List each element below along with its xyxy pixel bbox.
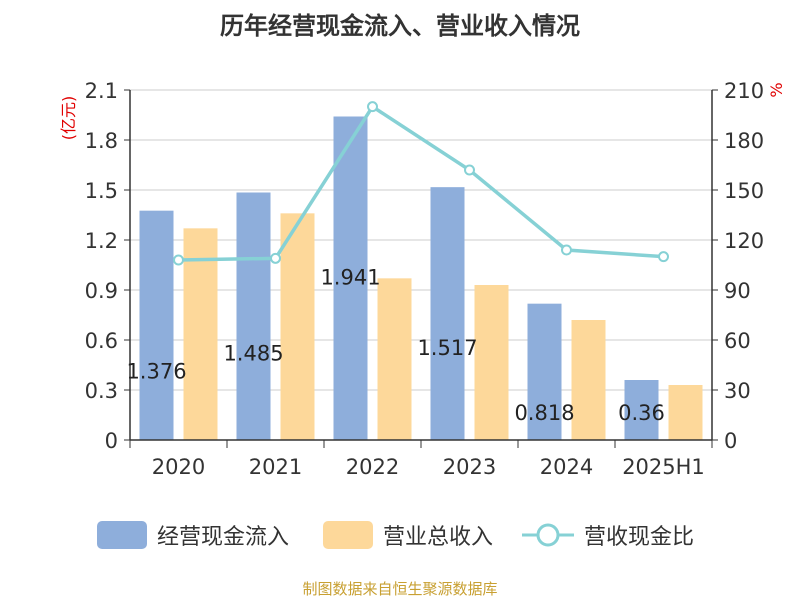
legend-swatch-revenue	[323, 521, 373, 549]
x-tick-label: 2022	[346, 455, 399, 479]
data-label-cash-inflow: 1.376	[126, 360, 186, 384]
bar-cash-inflow	[333, 116, 368, 440]
bar-revenue	[377, 278, 412, 440]
ratio-point	[367, 101, 378, 113]
y-left-tick-label: 1.5	[85, 179, 118, 203]
y-right-tick-label: 60	[724, 329, 751, 353]
legend-swatch-ratio	[522, 523, 574, 547]
legend-item-ratio[interactable]: 营收现金比	[522, 518, 694, 552]
x-tick-label: 2021	[249, 455, 302, 479]
data-label-cash-inflow: 0.36	[618, 401, 665, 425]
y-left-tick-label: 0.9	[85, 279, 118, 303]
y-right-tick-label: 0	[724, 429, 737, 453]
bar-cash-inflow	[527, 303, 562, 440]
x-tick-label: 2024	[540, 455, 593, 479]
bar-cash-inflow	[139, 210, 174, 440]
legend-item-cash-inflow[interactable]: 经营现金流入	[97, 518, 289, 552]
y-left-tick-label: 0.6	[85, 329, 118, 353]
y-left-axis-label: (亿元)	[59, 96, 78, 141]
legend-item-revenue[interactable]: 营业总收入	[323, 518, 493, 552]
y-right-tick-label: 210	[724, 79, 764, 103]
bar-revenue	[668, 385, 703, 440]
legend-label-cash-inflow: 经营现金流入	[157, 525, 290, 550]
data-label-cash-inflow: 1.941	[320, 266, 380, 290]
ratio-point	[464, 164, 475, 176]
data-label-cash-inflow: 1.517	[417, 336, 477, 360]
source-note: 制图数据来自恒生聚源数据库	[302, 580, 498, 598]
y-left-tick-label: 2.1	[85, 79, 118, 103]
bar-revenue	[474, 285, 509, 440]
y-left-tick-label: 0	[105, 429, 118, 453]
ratio-point	[658, 251, 669, 263]
bar-revenue	[571, 320, 606, 440]
bar-revenue	[183, 228, 218, 440]
ratio-point	[561, 244, 572, 256]
bar-cash-inflow	[624, 380, 659, 440]
y-left-tick-label: 1.2	[85, 229, 118, 253]
chart-title: 历年经营现金流入、营业收入情况	[220, 12, 580, 40]
y-right-tick-label: 180	[724, 129, 764, 153]
ratio-point	[270, 252, 281, 264]
y-left-tick-label: 0.3	[85, 379, 118, 403]
y-right-tick-label: 90	[724, 279, 751, 303]
data-label-cash-inflow: 0.818	[514, 401, 574, 425]
x-tick-label: 2020	[152, 455, 205, 479]
ratio-point	[173, 254, 184, 266]
bar-cash-inflow	[430, 187, 465, 440]
y-right-tick-label: 120	[724, 229, 764, 253]
legend-label-revenue: 营业总收入	[383, 525, 494, 550]
ratio-line	[178, 104, 664, 262]
bar-revenue	[280, 213, 315, 440]
y-right-tick-label: 150	[724, 179, 764, 203]
legend-swatch-cash-inflow	[97, 521, 147, 549]
y-left-tick-label: 1.8	[85, 129, 118, 153]
x-tick-label: 2023	[443, 455, 496, 479]
legend-label-ratio: 营收现金比	[584, 525, 695, 550]
x-tick-label: 2025H1	[622, 455, 705, 479]
y-right-tick-label: 30	[724, 379, 751, 403]
bar-cash-inflow	[236, 192, 271, 440]
chart-legend: 经营现金流入 营业总收入 营收现金比	[0, 518, 800, 552]
data-label-cash-inflow: 1.485	[223, 342, 283, 366]
y-right-axis-label: %	[767, 82, 786, 97]
